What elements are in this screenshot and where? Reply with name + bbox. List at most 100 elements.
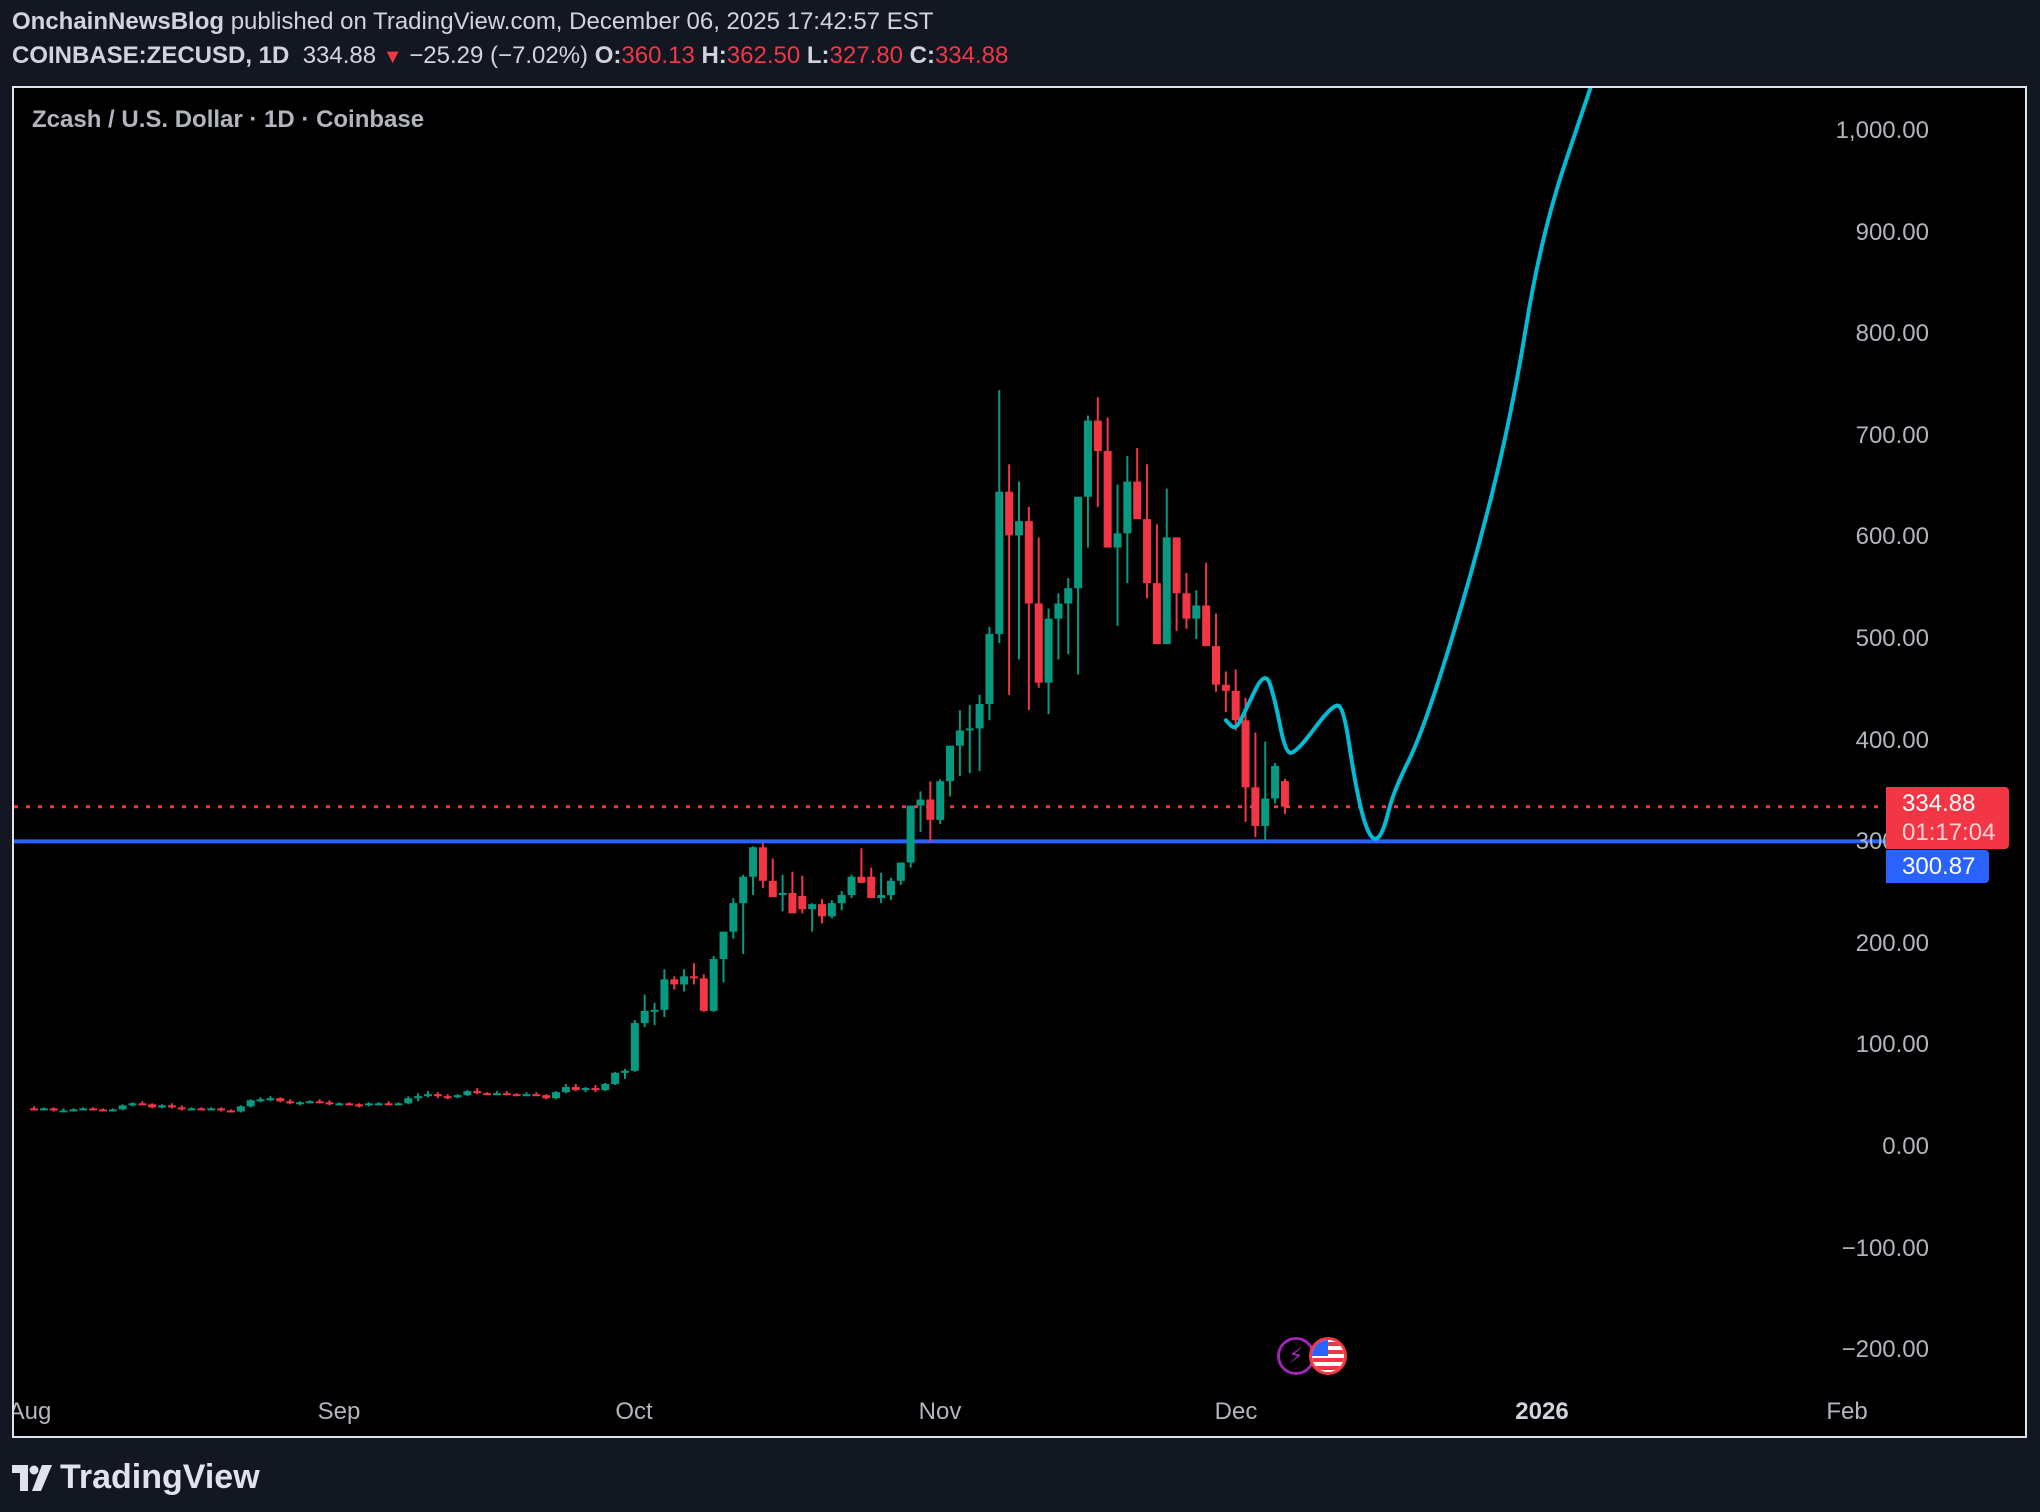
candle xyxy=(621,1068,629,1079)
candle xyxy=(1093,397,1102,507)
price-change: −25.29 (−7.02%) xyxy=(409,42,589,69)
candle xyxy=(670,976,679,990)
candle xyxy=(630,1020,639,1072)
projection-path[interactable] xyxy=(1223,88,1593,841)
candle xyxy=(128,1102,137,1107)
price-axis-label: −200.00 xyxy=(1841,1336,1929,1364)
candle xyxy=(906,805,915,868)
candle xyxy=(463,1090,472,1097)
candle xyxy=(79,1107,88,1111)
candle xyxy=(404,1096,413,1105)
triangle-down-icon: ▼ xyxy=(382,46,403,68)
candle xyxy=(699,974,708,1012)
candle xyxy=(916,791,925,833)
low-value: 327.80 xyxy=(829,42,903,69)
symbol-info-bar: COINBASE:ZECUSD, 1D 334.88 ▼ −25.29 (−7.… xyxy=(12,42,1008,70)
symbol-label: COINBASE:ZECUSD, 1D xyxy=(12,42,290,69)
candle xyxy=(138,1101,147,1106)
candle xyxy=(542,1094,551,1100)
candle xyxy=(1133,447,1142,520)
candle xyxy=(394,1102,403,1106)
candle xyxy=(886,877,895,901)
tradingview-logo[interactable]: TradingView xyxy=(12,1458,260,1497)
chart-pane[interactable]: Zcash / U.S. Dollar · 1D · Coinbase 1,00… xyxy=(12,86,2027,1438)
candle xyxy=(443,1094,452,1100)
candle xyxy=(561,1084,570,1094)
candle xyxy=(433,1092,442,1099)
economic-events[interactable]: ⚡ xyxy=(1263,1337,1353,1381)
brand-name: TradingView xyxy=(60,1458,260,1496)
candle xyxy=(965,705,974,774)
time-axis-label: Aug xyxy=(12,1398,52,1425)
price-axis-label: 900.00 xyxy=(1855,218,1929,246)
price-axis-label: −100.00 xyxy=(1841,1234,1929,1262)
candle xyxy=(1192,590,1201,639)
candle xyxy=(236,1105,245,1113)
publish-info: OnchainNewsBlog published on TradingView… xyxy=(12,8,933,36)
price-axis-label: 700.00 xyxy=(1855,421,1929,449)
candle xyxy=(1005,464,1014,695)
close-value: 334.88 xyxy=(934,42,1009,69)
candle xyxy=(650,1002,659,1026)
candle xyxy=(207,1107,216,1111)
candle xyxy=(1182,572,1191,629)
price-axis-label: 800.00 xyxy=(1855,320,1929,348)
time-axis-label: Nov xyxy=(918,1398,962,1425)
candle xyxy=(286,1099,295,1105)
candle xyxy=(689,963,698,985)
candle xyxy=(1261,741,1270,841)
candle xyxy=(1015,481,1023,660)
candle xyxy=(532,1092,541,1097)
last-price: 334.88 xyxy=(302,42,377,69)
time-axis-label: Feb xyxy=(1826,1398,1868,1425)
candle xyxy=(483,1092,492,1096)
candle xyxy=(1152,524,1161,645)
last-price-tag: 334.88 01:17:04 xyxy=(1886,787,2010,849)
candle xyxy=(985,626,994,721)
time-axis-label: 2026 xyxy=(1515,1398,1569,1425)
candle xyxy=(355,1103,364,1108)
candle xyxy=(660,969,669,1017)
candle xyxy=(1231,669,1240,731)
candle xyxy=(30,1106,38,1111)
candle xyxy=(492,1091,501,1096)
candle xyxy=(1113,484,1122,626)
candle xyxy=(227,1109,235,1113)
candle xyxy=(571,1084,580,1092)
candle xyxy=(955,710,964,777)
time-axis-label: Dec xyxy=(1214,1398,1258,1425)
candle xyxy=(827,900,836,919)
candle xyxy=(995,390,1004,644)
author-name[interactable]: OnchainNewsBlog xyxy=(12,8,225,35)
candle xyxy=(197,1107,206,1111)
candle xyxy=(246,1099,255,1108)
candle xyxy=(424,1091,432,1098)
candle xyxy=(611,1071,620,1086)
candle xyxy=(59,1108,68,1113)
price-axis-label: 0.00 xyxy=(1882,1133,1929,1160)
candle xyxy=(177,1105,186,1111)
time-axis-label: Sep xyxy=(317,1398,361,1425)
candle xyxy=(108,1108,117,1112)
price-axis-label: 400.00 xyxy=(1855,726,1929,754)
candle xyxy=(749,846,758,896)
candle xyxy=(295,1101,304,1106)
price-axis-label: 500.00 xyxy=(1855,625,1929,652)
candle xyxy=(818,899,826,924)
candle xyxy=(601,1082,610,1092)
candle xyxy=(798,875,807,914)
us-flag-icon[interactable] xyxy=(1309,1337,1347,1375)
candle xyxy=(187,1107,196,1111)
candle xyxy=(837,890,846,911)
candle xyxy=(335,1102,344,1106)
candle xyxy=(739,874,748,954)
lightning-icon[interactable]: ⚡ xyxy=(1277,1337,1315,1375)
candle xyxy=(1044,608,1053,715)
candle xyxy=(1034,537,1043,688)
price-plot[interactable] xyxy=(14,88,2027,1438)
horizontal-line-price-value: 300.87 xyxy=(1902,853,1976,880)
price-axis-label: 100.00 xyxy=(1855,1031,1929,1059)
candle xyxy=(167,1103,176,1109)
candle xyxy=(877,872,886,904)
candle xyxy=(1251,732,1260,838)
